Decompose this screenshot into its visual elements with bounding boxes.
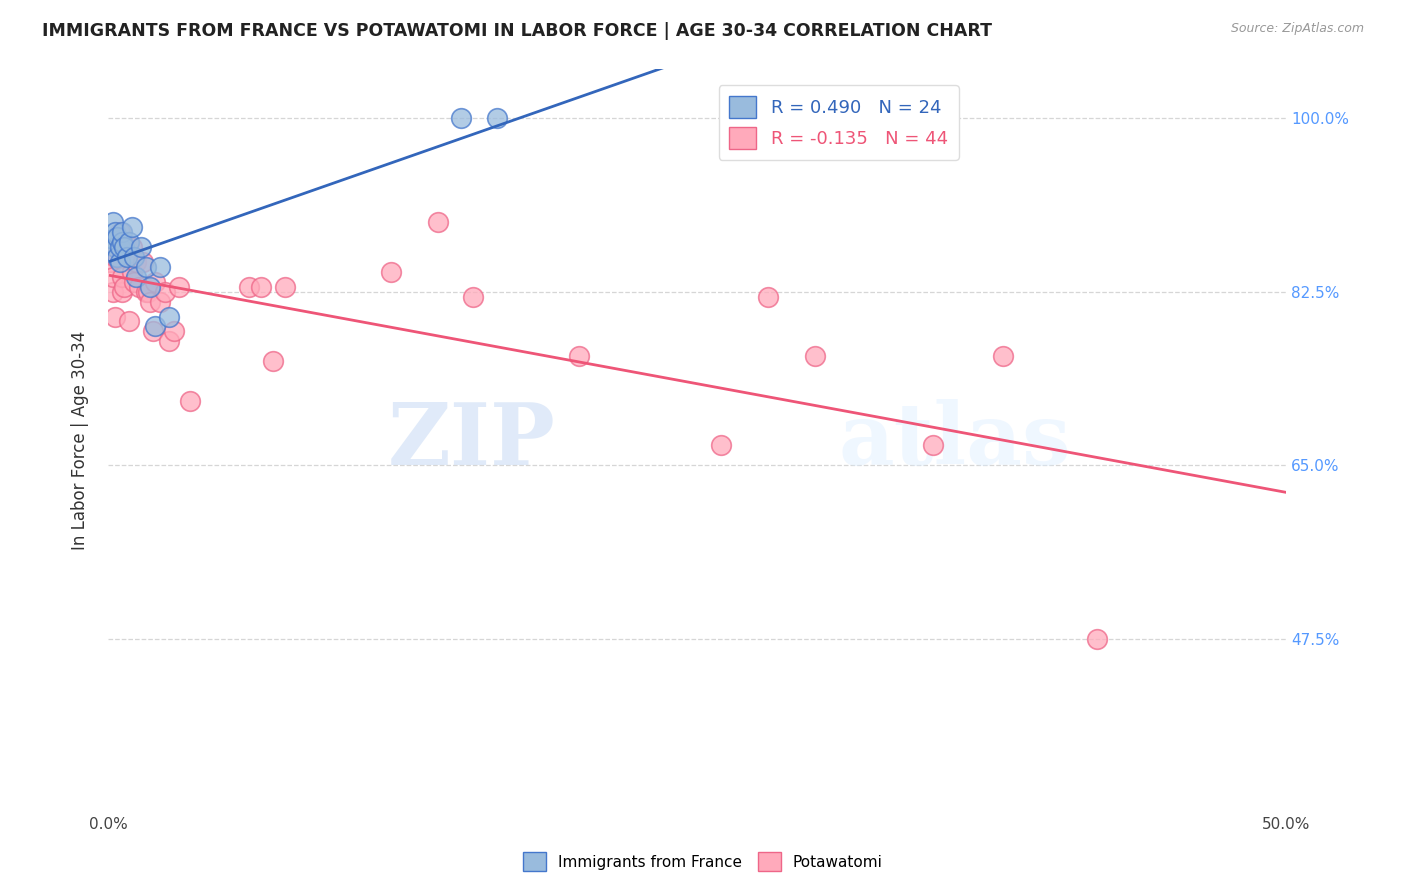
Point — [122, 275, 145, 289]
Point — [122, 250, 145, 264]
Legend: Immigrants from France, Potawatomi: Immigrants from France, Potawatomi — [517, 847, 889, 877]
Point — [107, 250, 129, 264]
Point — [118, 314, 141, 328]
Point — [142, 325, 165, 339]
Point — [114, 240, 136, 254]
Point — [101, 285, 124, 299]
Point — [157, 334, 180, 349]
Point — [115, 250, 138, 264]
Point — [121, 240, 143, 254]
Point — [136, 285, 159, 299]
Point — [111, 269, 134, 284]
Point — [157, 310, 180, 324]
Point — [463, 290, 485, 304]
Point — [426, 215, 449, 229]
Point — [104, 310, 127, 324]
Point — [250, 279, 273, 293]
Text: Source: ZipAtlas.com: Source: ZipAtlas.com — [1230, 22, 1364, 36]
Point — [132, 255, 155, 269]
Point — [380, 265, 402, 279]
Text: ZIP: ZIP — [388, 399, 555, 483]
Point — [179, 393, 201, 408]
Point — [450, 111, 472, 125]
Point — [139, 279, 162, 293]
Point — [107, 240, 129, 254]
Point — [108, 225, 131, 239]
Y-axis label: In Labor Force | Age 30-34: In Labor Force | Age 30-34 — [72, 331, 89, 550]
Point — [121, 265, 143, 279]
Point — [111, 225, 134, 239]
Point — [111, 285, 134, 299]
Point — [108, 240, 131, 254]
Point — [129, 240, 152, 254]
Point — [153, 285, 176, 299]
Point — [149, 294, 172, 309]
Point — [167, 279, 190, 293]
Point — [135, 285, 157, 299]
Point — [135, 260, 157, 274]
Point — [143, 275, 166, 289]
Point — [125, 255, 148, 269]
Point — [108, 255, 131, 269]
Point — [114, 279, 136, 293]
Point — [104, 225, 127, 239]
Legend: R = 0.490   N = 24, R = -0.135   N = 44: R = 0.490 N = 24, R = -0.135 N = 44 — [718, 85, 959, 160]
Point — [104, 240, 127, 254]
Point — [101, 269, 124, 284]
Point — [139, 294, 162, 309]
Point — [104, 250, 127, 264]
Point — [163, 325, 186, 339]
Point — [262, 354, 284, 368]
Point — [101, 215, 124, 229]
Point — [143, 319, 166, 334]
Point — [273, 279, 295, 293]
Point — [128, 279, 150, 293]
Point — [921, 438, 943, 452]
Point — [709, 438, 731, 452]
Point — [125, 269, 148, 284]
Point — [149, 260, 172, 274]
Point — [568, 349, 591, 363]
Point — [108, 235, 131, 249]
Text: IMMIGRANTS FROM FRANCE VS POTAWATOMI IN LABOR FORCE | AGE 30-34 CORRELATION CHAR: IMMIGRANTS FROM FRANCE VS POTAWATOMI IN … — [42, 22, 993, 40]
Point — [115, 240, 138, 254]
Point — [756, 290, 779, 304]
Point — [107, 230, 129, 244]
Point — [238, 279, 260, 293]
Point — [101, 232, 124, 246]
Point — [98, 255, 121, 269]
Point — [111, 235, 134, 249]
Point — [121, 220, 143, 235]
Point — [485, 111, 508, 125]
Point — [1087, 632, 1109, 646]
Point — [98, 235, 121, 249]
Text: atlas: atlas — [838, 399, 1071, 483]
Point — [993, 349, 1015, 363]
Point — [803, 349, 825, 363]
Point — [118, 235, 141, 249]
